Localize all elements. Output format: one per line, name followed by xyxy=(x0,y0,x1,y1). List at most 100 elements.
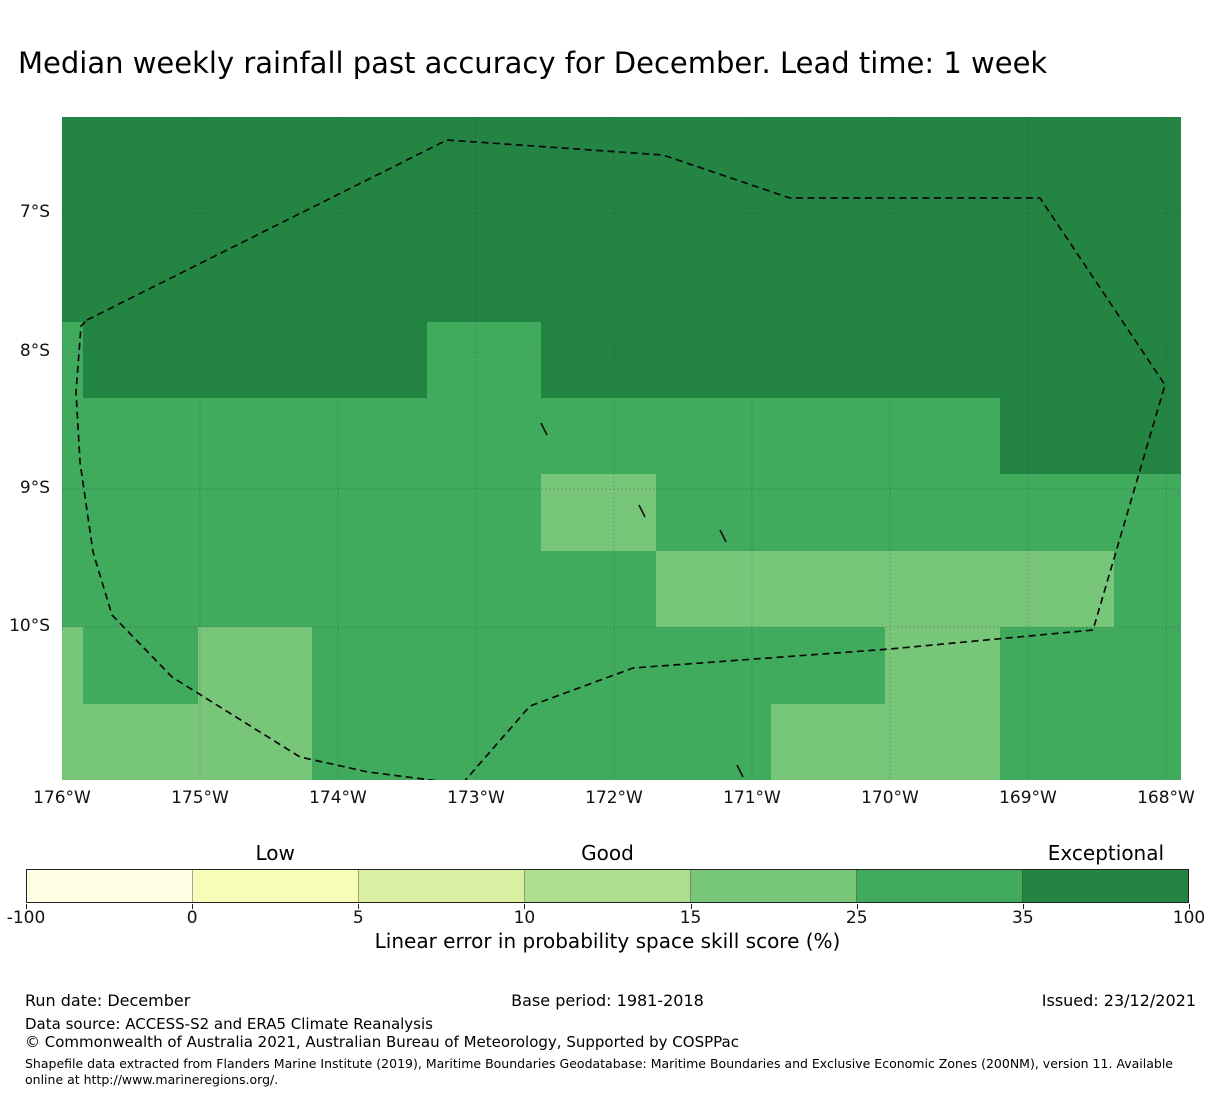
colorbar-segment xyxy=(27,870,193,902)
grid-cell xyxy=(771,245,885,322)
colorbar-tick-label: -100 xyxy=(6,908,46,928)
colorbar-tick-label: 15 xyxy=(679,908,702,928)
grid-cell xyxy=(885,117,1000,169)
grid-cell xyxy=(1000,322,1114,398)
grid-cell xyxy=(427,704,541,780)
grid-cell xyxy=(1000,398,1114,474)
colorbar-category-label: Low xyxy=(255,841,295,865)
figure-title: Median weekly rainfall past accuracy for… xyxy=(18,46,1048,80)
grid-cell xyxy=(541,245,656,322)
lat-tick-label: 7°S xyxy=(19,202,50,222)
lon-tick-label: 176°W xyxy=(33,788,91,808)
colorbar-segment xyxy=(857,870,1023,902)
grid-cell xyxy=(541,169,656,245)
grid-cell xyxy=(198,627,312,704)
grid-cell xyxy=(885,245,1000,322)
grid-cell xyxy=(656,322,771,398)
grid-cell xyxy=(885,704,1000,780)
grid-cell xyxy=(83,551,198,627)
grid-cell xyxy=(885,169,1000,245)
grid-cell xyxy=(62,551,83,627)
grid-cell xyxy=(198,322,312,398)
grid-cell xyxy=(312,551,427,627)
lon-tick-label: 174°W xyxy=(309,788,367,808)
grid-cell xyxy=(1114,169,1181,245)
grid-cell xyxy=(427,169,541,245)
colorbar xyxy=(26,869,1189,903)
colorbar-tick-label: 5 xyxy=(352,908,364,928)
grid-cell xyxy=(541,117,656,169)
colorbar-tick xyxy=(690,904,692,909)
grid-cell xyxy=(312,169,427,245)
grid-cell xyxy=(656,398,771,474)
colorbar-tick-label: 100 xyxy=(1172,908,1206,928)
grid-cell xyxy=(771,627,885,704)
grid-cell xyxy=(198,704,312,780)
grid-cell xyxy=(541,551,656,627)
grid-cell xyxy=(312,474,427,551)
grid-cell xyxy=(427,474,541,551)
grid-cell xyxy=(1114,398,1181,474)
grid-cell xyxy=(312,704,427,780)
grid-cell xyxy=(656,627,771,704)
grid-cell xyxy=(62,245,83,322)
grid-cell xyxy=(656,245,771,322)
grid-cell xyxy=(771,169,885,245)
lon-tick-label: 175°W xyxy=(171,788,229,808)
grid-cell xyxy=(1000,117,1114,169)
grid-cell xyxy=(1114,551,1181,627)
grid-cell xyxy=(656,117,771,169)
grid-cell xyxy=(312,322,427,398)
grid-cell xyxy=(83,117,198,169)
map-plot xyxy=(62,117,1181,780)
island-mark xyxy=(638,504,646,518)
grid-cell xyxy=(198,551,312,627)
grid-cell xyxy=(656,474,771,551)
grid-cell xyxy=(771,117,885,169)
lon-tick-label: 172°W xyxy=(585,788,643,808)
lat-tick-label: 9°S xyxy=(19,478,50,498)
grid-cell xyxy=(427,551,541,627)
data-source: Data source: ACCESS-S2 and ERA5 Climate … xyxy=(25,1015,433,1033)
grid-cell xyxy=(541,704,656,780)
grid-cell xyxy=(1114,627,1181,704)
colorbar-segment xyxy=(1023,870,1188,902)
colorbar-tick xyxy=(524,904,526,909)
grid-cell xyxy=(62,474,83,551)
grid-cell xyxy=(83,322,198,398)
grid-cell xyxy=(198,117,312,169)
colorbar-category-label: Exceptional xyxy=(1047,841,1165,865)
grid-cell xyxy=(1114,474,1181,551)
grid-cell xyxy=(83,398,198,474)
grid-cell xyxy=(771,398,885,474)
grid-cell xyxy=(885,322,1000,398)
grid-cell xyxy=(656,551,771,627)
grid-cell xyxy=(62,704,83,780)
eez-boundary-line xyxy=(75,139,1166,780)
grid-cell xyxy=(885,474,1000,551)
grid-cell xyxy=(198,169,312,245)
grid-cell xyxy=(62,169,83,245)
grid-cell xyxy=(656,704,771,780)
lon-tick-label: 173°W xyxy=(447,788,505,808)
grid-cell xyxy=(312,398,427,474)
grid-cell xyxy=(885,398,1000,474)
colorbar-tick xyxy=(1022,904,1024,909)
grid-cell xyxy=(83,245,198,322)
grid-cell xyxy=(541,322,656,398)
colorbar-segment xyxy=(359,870,525,902)
grid-cell xyxy=(1000,627,1114,704)
grid-cell xyxy=(541,398,656,474)
colorbar-tick-label: 35 xyxy=(1012,908,1034,928)
lon-tick-label: 171°W xyxy=(723,788,781,808)
grid-cell xyxy=(312,245,427,322)
grid-cell xyxy=(1114,117,1181,169)
map-svg xyxy=(62,117,1181,780)
colorbar-tick-label: 25 xyxy=(845,908,868,928)
grid-cell xyxy=(198,474,312,551)
colorbar-category-label: Good xyxy=(581,841,634,865)
grid-cell xyxy=(83,474,198,551)
base-period: Base period: 1981-2018 xyxy=(511,991,704,1010)
grid-cell xyxy=(198,398,312,474)
